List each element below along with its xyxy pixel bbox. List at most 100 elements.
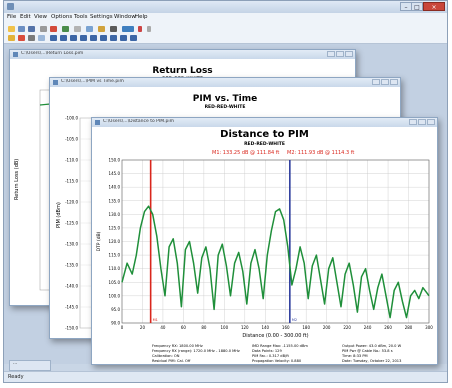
axis5-icon[interactable]: [90, 35, 97, 41]
menu-edit[interactable]: Edit: [20, 14, 31, 20]
settings-icon[interactable]: [74, 26, 81, 32]
dtp-info-line: Frequency RX (range): 1720.0 MHz - 1880.…: [152, 349, 240, 353]
red-marker-icon[interactable]: [18, 35, 25, 41]
distance-to-pim-window[interactable]: C:\Users\...\Distance to PIM.pim Distanc…: [91, 117, 438, 365]
pim-vs-time-ytick: -145.0: [65, 305, 78, 310]
save-icon[interactable]: [28, 26, 35, 32]
dtp-trace: [121, 205, 430, 319]
dtp-frame: [121, 159, 430, 324]
status-text: Ready: [8, 374, 24, 380]
dtp-xtick: 120: [241, 325, 249, 330]
marker-label-m1: M1: [153, 318, 158, 322]
axis3-icon[interactable]: [70, 35, 77, 41]
marker1-readout: M1: 133.25 dB @ 111.84 ft: [212, 150, 279, 156]
dtp-info-line: Propagation Velocity: 0.880: [252, 359, 302, 363]
axis7-icon[interactable]: [110, 35, 117, 41]
return-loss-titlebar: C:\Users\...\Return Loss.pim: [10, 50, 355, 59]
pim-vs-time-minimize-button[interactable]: [372, 79, 380, 85]
pim-vs-time-ytick: -130.0: [65, 242, 78, 247]
print-icon[interactable]: [40, 26, 47, 32]
pim-vs-time-ylabel: PIM (dBm): [56, 202, 62, 228]
dtp-ytick: 135.0: [109, 198, 121, 203]
menu-help[interactable]: Help: [135, 14, 148, 20]
dtp-ytick: 140.0: [109, 185, 121, 190]
dtp-xtick: 60: [181, 325, 187, 330]
distance-to-pim-path: C:\Users\...\Distance to PIM.pim: [103, 119, 174, 124]
dtp-info-line: Frequency RX: 1800.00 MHz: [152, 344, 203, 348]
dtp-info-line: PIM Fac.: 0.317 dB/ft: [252, 354, 289, 358]
menu-settings[interactable]: Settings: [90, 14, 113, 20]
maximize-button[interactable]: □: [411, 2, 423, 11]
menu-window[interactable]: Window: [114, 14, 136, 20]
pim-vs-time-ytick: -110.0: [65, 158, 78, 163]
dtp-info-line: IMD Range Max: -1155.00 dBm: [252, 344, 308, 348]
document-icon: [53, 80, 58, 85]
pim-vs-time-title: PIM vs. Time: [192, 94, 258, 104]
dtp-ytick: 95.0: [111, 307, 120, 312]
pim-vs-time-ytick: -150.0: [65, 326, 78, 331]
grid-icon[interactable]: [110, 26, 117, 32]
stop-icon[interactable]: [138, 26, 142, 32]
cut-icon[interactable]: [28, 35, 35, 41]
pim-vs-time-ytick: -125.0: [65, 221, 78, 226]
dtp-xtick: 100: [221, 325, 229, 330]
pim-vs-time-maximize-button[interactable]: [381, 79, 389, 85]
marker-label-m2: M2: [292, 318, 297, 322]
dtp-info-line: Output Power: 43.0 dBm, 20.0 W: [342, 344, 402, 348]
chart-icon[interactable]: [98, 26, 105, 32]
axis8-icon[interactable]: [120, 35, 127, 41]
return-loss-path: C:\Users\...\Return Loss.pim: [21, 51, 84, 56]
menu-tools[interactable]: Tools: [74, 14, 88, 20]
document-icon: [13, 52, 18, 57]
menu-file[interactable]: File: [7, 14, 17, 20]
return-loss-maximize-button[interactable]: [336, 51, 344, 57]
dtp-info-line: Residual PIM: Cal. Off: [152, 359, 191, 363]
pim-vs-time-ytick: -105.0: [65, 137, 78, 142]
pim-vs-time-close-button[interactable]: [390, 79, 398, 85]
dtp-ytick: 100.0: [109, 293, 121, 298]
dtp-xtick: 300: [425, 325, 433, 330]
zoom-icon[interactable]: [62, 26, 69, 32]
folder-icon[interactable]: [8, 35, 15, 41]
export-icon[interactable]: [122, 26, 134, 32]
return-loss-minimize-button[interactable]: [327, 51, 335, 57]
dtp-ytick: 125.0: [109, 225, 121, 230]
copy-icon[interactable]: [38, 35, 45, 41]
close-button[interactable]: ×: [423, 2, 445, 11]
dtp-xtick: 140: [261, 325, 269, 330]
dtp-xtick: 160: [282, 325, 290, 330]
axis6-icon[interactable]: [100, 35, 107, 41]
distance-to-pim-minimize-button[interactable]: [409, 119, 417, 125]
pim-vs-time-ytick: -100.0: [65, 116, 78, 121]
new-icon[interactable]: [8, 26, 15, 32]
help-icon[interactable]: [147, 26, 151, 32]
open-icon[interactable]: [18, 26, 25, 32]
pim-vs-time-ytick: -140.0: [65, 284, 78, 289]
table-icon[interactable]: [86, 26, 93, 32]
dtp-ytick: 90.0: [111, 321, 120, 326]
menu-bar: File Edit View Options Tools Settings Wi…: [4, 13, 447, 23]
dtp-xtick: 240: [364, 325, 372, 330]
app-window: – □ × File Edit View Options Tools Setti…: [3, 0, 448, 383]
distance-to-pim-subtitle: RED-RED-WHITE: [244, 142, 285, 147]
distance-to-pim-maximize-button[interactable]: [418, 119, 426, 125]
return-loss-close-button[interactable]: [345, 51, 353, 57]
axis4-icon[interactable]: [80, 35, 87, 41]
pim-vs-time-path: C:\Users\...\PIM vs Time.pim: [61, 79, 124, 84]
dtp-xtick: 280: [405, 325, 413, 330]
minimized-window-tab[interactable]: ···: [9, 360, 51, 371]
dtp-info-line: Calibration: ON: [152, 354, 180, 358]
axis2-icon[interactable]: [60, 35, 67, 41]
axis-icon[interactable]: [50, 35, 57, 41]
pim-vs-time-subtitle: RED-RED-WHITE: [204, 105, 246, 110]
dtp-xtick: 220: [343, 325, 351, 330]
dtp-xtick: 180: [302, 325, 310, 330]
dtp-xtick: 80: [201, 325, 207, 330]
axis9-icon[interactable]: [130, 35, 137, 41]
distance-to-pim-close-button[interactable]: [427, 119, 435, 125]
dtp-xtick: 0: [121, 325, 124, 330]
app-titlebar: – □ ×: [4, 1, 447, 13]
menu-options[interactable]: Options: [51, 14, 73, 20]
marker-icon[interactable]: [50, 26, 57, 32]
menu-view[interactable]: View: [34, 14, 48, 20]
